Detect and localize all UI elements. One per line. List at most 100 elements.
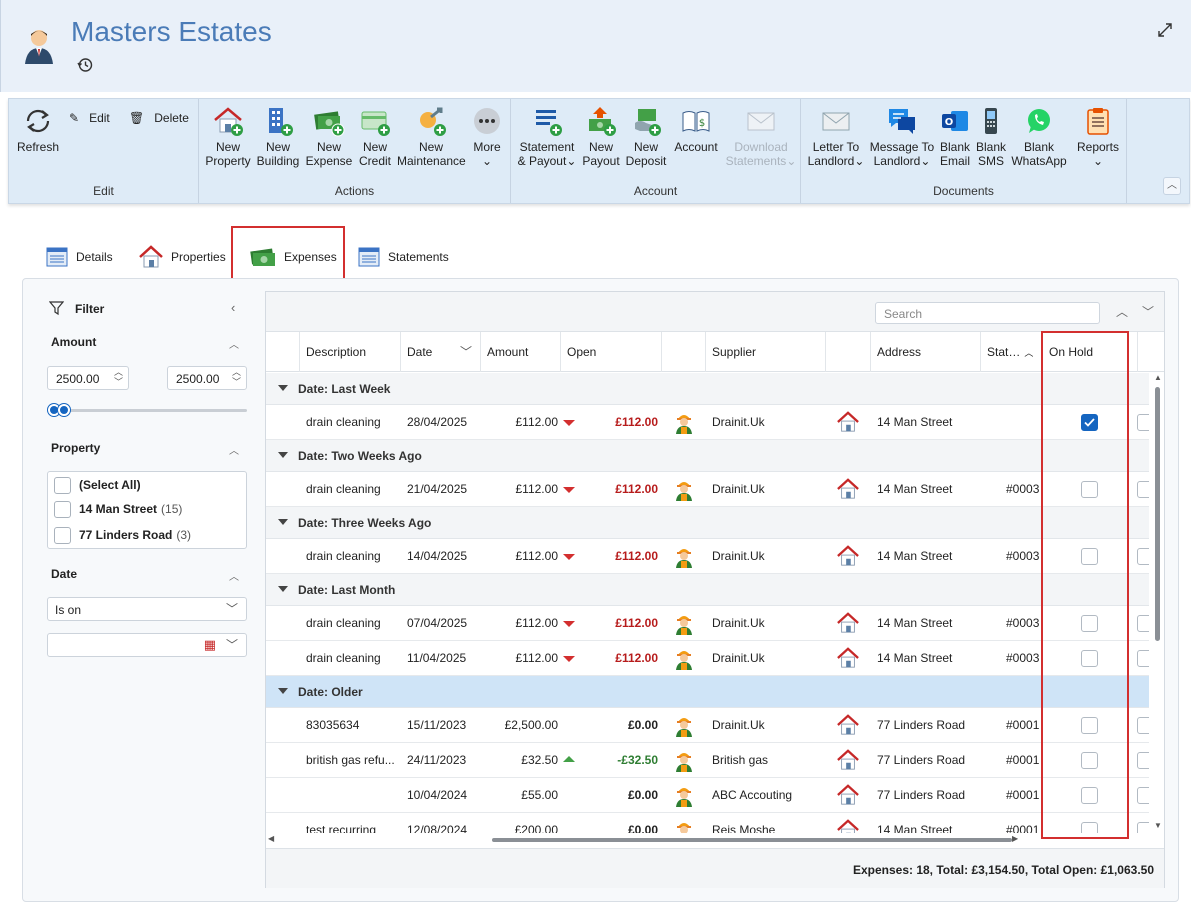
search-input[interactable]: Search [875,302,1100,324]
list-item[interactable]: 14 Man Street (15) [54,499,182,519]
expand-icon[interactable] [1157,22,1173,38]
row-checkbox[interactable] [1137,752,1149,769]
spinner-icon[interactable]: ︿ ﹀ [231,367,241,387]
column-description[interactable]: Description [300,332,401,372]
checkbox[interactable] [54,526,71,544]
row-checkbox[interactable] [1137,615,1149,632]
delete-button[interactable]: 🗑 Delete [129,111,189,125]
chevron-up-icon[interactable]: ︿ [229,572,239,583]
chevron-down-icon[interactable]: ﹀ [1142,305,1155,319]
table-row[interactable]: drain cleaning 21/04/2025 £112.00 £112.00 Dr… [266,472,1149,507]
history-icon[interactable] [77,57,93,73]
row-checkbox[interactable] [1137,481,1149,498]
statement-payout-button[interactable]: Statement & Payout⌄ [515,105,579,168]
row-checkbox[interactable] [1137,414,1149,431]
table-row[interactable]: british gas refu... 24/11/2023 £32.50 -£32.… [266,743,1149,778]
new-property-button[interactable]: New Property [203,105,253,168]
blank-email-button[interactable]: O Blank Email [937,105,973,168]
on-hold-checkbox[interactable] [1081,787,1098,804]
table-row[interactable]: drain cleaning 14/04/2025 £112.00 £112.00 Dr… [266,539,1149,574]
column-supplier[interactable]: Supplier [706,332,826,372]
group-row[interactable]: Date: Last Week [266,373,1149,405]
on-hold-checkbox[interactable] [1081,752,1098,769]
new-credit-button[interactable]: New Credit [355,105,395,168]
tab-properties[interactable]: Properties [139,238,226,276]
account-button[interactable]: $ Account [671,105,721,154]
chevron-up-icon[interactable]: ︿ [1116,305,1129,319]
on-hold-checkbox[interactable] [1081,615,1098,632]
column-address[interactable]: Address [871,332,981,372]
new-maintenance-button[interactable]: New Maintenance [397,105,466,168]
row-checkbox[interactable] [1137,787,1149,804]
group-row[interactable]: Date: Last Month [266,574,1149,606]
scroll-right-icon[interactable]: ▶ [1012,834,1019,843]
refresh-button[interactable]: Refresh [15,105,61,154]
group-row[interactable]: Date: Three Weeks Ago [266,507,1149,539]
letter-to-landlord-button[interactable]: Letter To Landlord⌄ [805,105,867,168]
collapse-filter-button[interactable]: ‹ [231,300,236,315]
list-item[interactable]: 77 Linders Road (3) [54,525,191,545]
table-row[interactable]: drain cleaning 07/04/2025 £112.00 £112.00 Dr… [266,606,1149,641]
column-open[interactable]: Open [561,332,662,372]
on-hold-checkbox[interactable] [1081,414,1098,431]
scroll-thumb[interactable] [1155,387,1160,641]
scroll-down-icon[interactable]: ▼ [1154,821,1162,830]
download-statements-button[interactable]: Download Statements⌄ [723,105,799,168]
row-checkbox[interactable] [1137,548,1149,565]
tab-statements[interactable]: Statements [358,238,449,276]
amount-range-slider[interactable] [50,409,247,412]
column-date[interactable]: Date ﹀ [401,332,481,372]
blank-whatsapp-button[interactable]: Blank WhatsApp [1009,105,1069,168]
date-value-picker[interactable]: ▦ ﹀ [47,633,247,657]
amount-max-input[interactable]: 2500.00 ︿ ﹀ [167,366,247,390]
column-amount[interactable]: Amount [481,332,561,372]
date-operator-select[interactable]: Is on ﹀ [47,597,247,621]
column-statement[interactable]: Stat… ︿ [981,332,1043,372]
blank-sms-button[interactable]: Blank SMS [975,105,1007,168]
scroll-thumb[interactable] [492,838,1012,842]
group-row[interactable]: Date: Older [266,676,1149,708]
spinner-icon[interactable]: ︿ ﹀ [113,367,123,387]
table-row[interactable]: 10/04/2024 £55.00 £0.00 ABC Accouting 77 Lin… [266,778,1149,813]
table-row[interactable]: 83035634 15/11/2023 £2,500.00 £0.00 Drainit.… [266,708,1149,743]
amount-min-input[interactable]: 2500.00 ︿ ﹀ [47,366,129,390]
more-button[interactable]: More ⌄ [467,105,507,168]
scroll-up-icon[interactable]: ▲ [1154,373,1162,382]
new-deposit-button[interactable]: New Deposit [623,105,669,168]
new-building-button[interactable]: New Building [255,105,301,168]
checkbox[interactable] [54,500,71,518]
edit-button[interactable]: ✎ Edit [69,111,110,125]
label-line: Blank [1023,140,1055,154]
row-checkbox[interactable] [1137,717,1149,734]
slider-max-handle[interactable] [58,404,70,416]
chevron-up-icon[interactable]: ︿ [229,340,239,351]
on-hold-checkbox[interactable] [1081,548,1098,565]
column-address-icon[interactable] [826,332,871,372]
reports-button[interactable]: Reports ⌄ [1073,105,1123,168]
row-checkbox[interactable] [1137,650,1149,667]
on-hold-checkbox[interactable] [1081,650,1098,667]
row-checkbox[interactable] [1137,822,1149,833]
chevron-up-icon[interactable]: ︿ [229,446,239,457]
list-item[interactable]: (Select All) [54,475,141,495]
new-payout-button[interactable]: New Payout [581,105,621,168]
on-hold-checkbox[interactable] [1081,822,1098,833]
tab-expenses[interactable]: Expenses [250,238,337,276]
horizontal-scrollbar[interactable]: ◀ ▶ [266,833,1164,847]
group-row[interactable]: Date: Two Weeks Ago [266,440,1149,472]
scroll-left-icon[interactable]: ◀ [268,834,275,843]
table-row[interactable]: drain cleaning 11/04/2025 £112.00 £112.00 Dr… [266,641,1149,676]
vertical-scrollbar[interactable]: ▲ ▼ [1153,373,1163,833]
calendar-icon[interactable]: ▦ [203,637,216,652]
collapse-ribbon-button[interactable]: ︿ [1163,177,1181,195]
column-supplier-icon[interactable] [662,332,706,372]
column-on-hold[interactable]: On Hold [1043,332,1138,372]
on-hold-checkbox[interactable] [1081,717,1098,734]
tab-details[interactable]: Details [46,238,113,276]
message-to-landlord-button[interactable]: Message To Landlord⌄ [869,105,935,168]
on-hold-checkbox[interactable] [1081,481,1098,498]
new-expense-button[interactable]: New Expense [305,105,353,168]
checkbox[interactable] [54,476,71,494]
table-row[interactable]: drain cleaning 28/04/2025 £112.00 £112.00 Dr… [266,405,1149,440]
table-row[interactable]: test recurring 12/08/2024 £200.00 £0.00 Reis… [266,813,1149,833]
